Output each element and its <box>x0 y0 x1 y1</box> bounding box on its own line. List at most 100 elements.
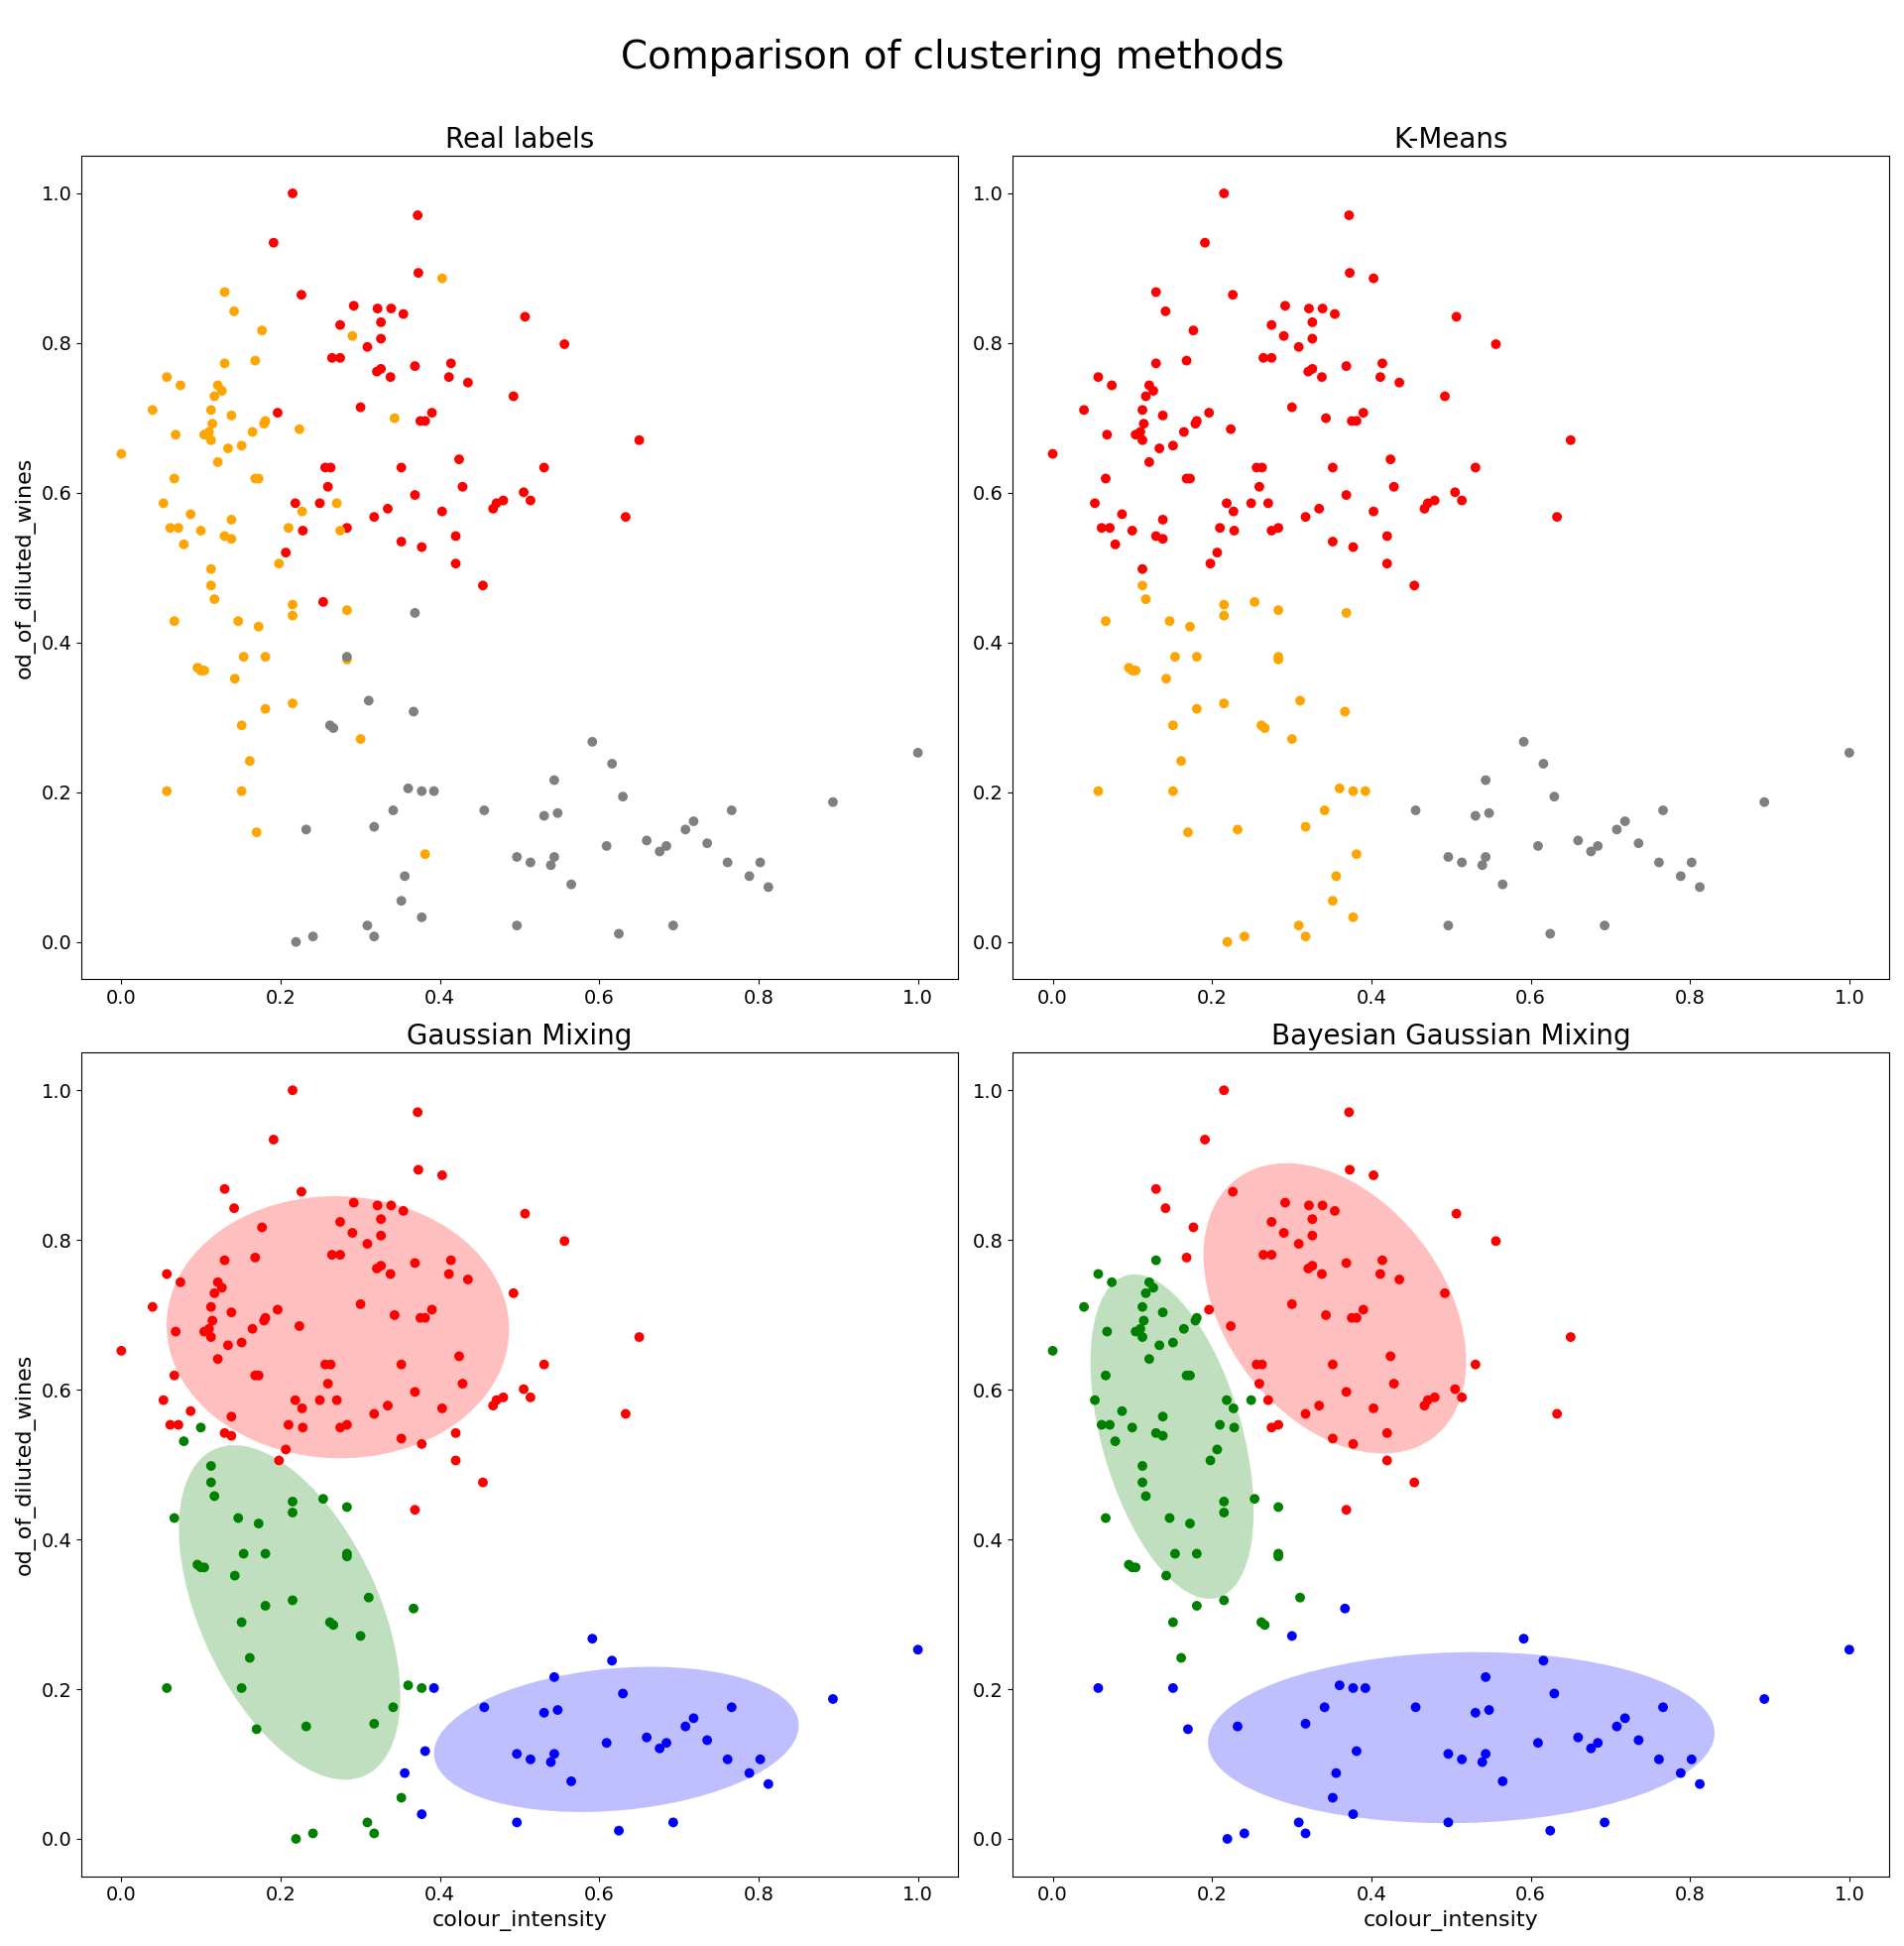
Point <box>274 1409 305 1440</box>
Point <box>744 847 775 878</box>
Point <box>227 1607 257 1639</box>
Point <box>316 342 347 374</box>
Point <box>543 798 573 829</box>
Point <box>535 1746 565 1777</box>
Point <box>291 813 322 845</box>
Point <box>1148 1401 1179 1432</box>
Point <box>1291 811 1321 843</box>
Point <box>1293 1189 1323 1220</box>
Point <box>691 827 722 858</box>
Point <box>543 1695 573 1726</box>
Point <box>280 1384 310 1415</box>
Point <box>244 463 274 494</box>
Point <box>169 1426 200 1458</box>
Point <box>1487 868 1517 899</box>
Ellipse shape <box>434 1668 798 1812</box>
Point <box>1474 798 1504 829</box>
Point <box>1358 1160 1388 1191</box>
Point <box>209 276 240 307</box>
Point <box>377 1691 407 1722</box>
Point <box>1291 502 1321 533</box>
Point <box>314 1607 345 1639</box>
Point <box>1129 409 1160 440</box>
Point <box>1135 446 1165 477</box>
Point <box>1243 1368 1274 1399</box>
Point <box>1666 1757 1696 1788</box>
Point <box>362 1189 392 1220</box>
Point <box>1481 329 1512 360</box>
Point <box>1384 1263 1415 1294</box>
Point <box>1083 1259 1114 1290</box>
Point <box>227 710 257 741</box>
Point <box>291 1711 322 1742</box>
Point <box>284 1310 314 1341</box>
Point <box>1358 1393 1388 1424</box>
Point <box>1158 1672 1188 1703</box>
Point <box>390 860 421 891</box>
Point <box>387 451 417 483</box>
Point <box>234 745 265 776</box>
Point <box>426 1393 457 1424</box>
Point <box>1213 926 1243 957</box>
Point <box>1321 860 1352 891</box>
Point <box>366 1220 396 1251</box>
Point <box>444 1341 474 1372</box>
Point <box>1293 356 1323 387</box>
Point <box>1144 1329 1175 1360</box>
Point <box>1135 1343 1165 1374</box>
Point <box>270 1434 301 1465</box>
Point <box>188 1315 219 1347</box>
Point <box>1249 1609 1279 1640</box>
Point <box>1310 1691 1340 1722</box>
Point <box>1350 776 1380 808</box>
Point <box>227 430 257 461</box>
Point <box>152 776 183 808</box>
Point <box>219 296 249 327</box>
Point <box>1135 1267 1165 1298</box>
Point <box>1470 1738 1500 1769</box>
Point <box>468 1691 499 1722</box>
Point <box>447 1368 478 1399</box>
Point <box>137 1292 168 1323</box>
Point <box>1470 841 1500 872</box>
Point <box>406 1428 436 1460</box>
Point <box>1399 1467 1430 1498</box>
Point <box>259 1125 289 1156</box>
Point <box>1127 1321 1158 1352</box>
Point <box>817 1683 847 1714</box>
Ellipse shape <box>168 1197 508 1458</box>
Point <box>1215 1310 1245 1341</box>
Point <box>1291 1399 1321 1430</box>
Point <box>1083 776 1114 808</box>
Point <box>200 1481 230 1512</box>
Point <box>209 1417 240 1448</box>
Point <box>539 765 569 796</box>
Title: Real labels: Real labels <box>446 126 594 154</box>
Point <box>160 463 190 494</box>
Point <box>1283 911 1314 942</box>
Point <box>360 920 390 952</box>
Y-axis label: od_of_diluted_wines: od_of_diluted_wines <box>15 457 36 679</box>
Point <box>1270 1187 1300 1218</box>
Point <box>1253 1384 1283 1415</box>
Point <box>194 1314 225 1345</box>
Point <box>1190 1125 1220 1156</box>
Point <box>1068 1292 1099 1323</box>
Point <box>196 1292 227 1323</box>
Point <box>1179 315 1209 346</box>
Title: K-Means: K-Means <box>1394 126 1508 154</box>
Point <box>379 1300 409 1331</box>
Point <box>1358 496 1388 527</box>
Point <box>1120 1551 1150 1582</box>
Point <box>1373 1444 1403 1475</box>
Point <box>1647 1691 1677 1722</box>
Point <box>535 850 565 882</box>
Point <box>501 911 531 942</box>
Point <box>1257 309 1287 341</box>
Point <box>1127 553 1158 584</box>
Point <box>1215 414 1245 446</box>
Point <box>377 794 407 825</box>
Point <box>1563 825 1594 856</box>
Point <box>478 1389 508 1421</box>
Point <box>1182 1537 1213 1568</box>
